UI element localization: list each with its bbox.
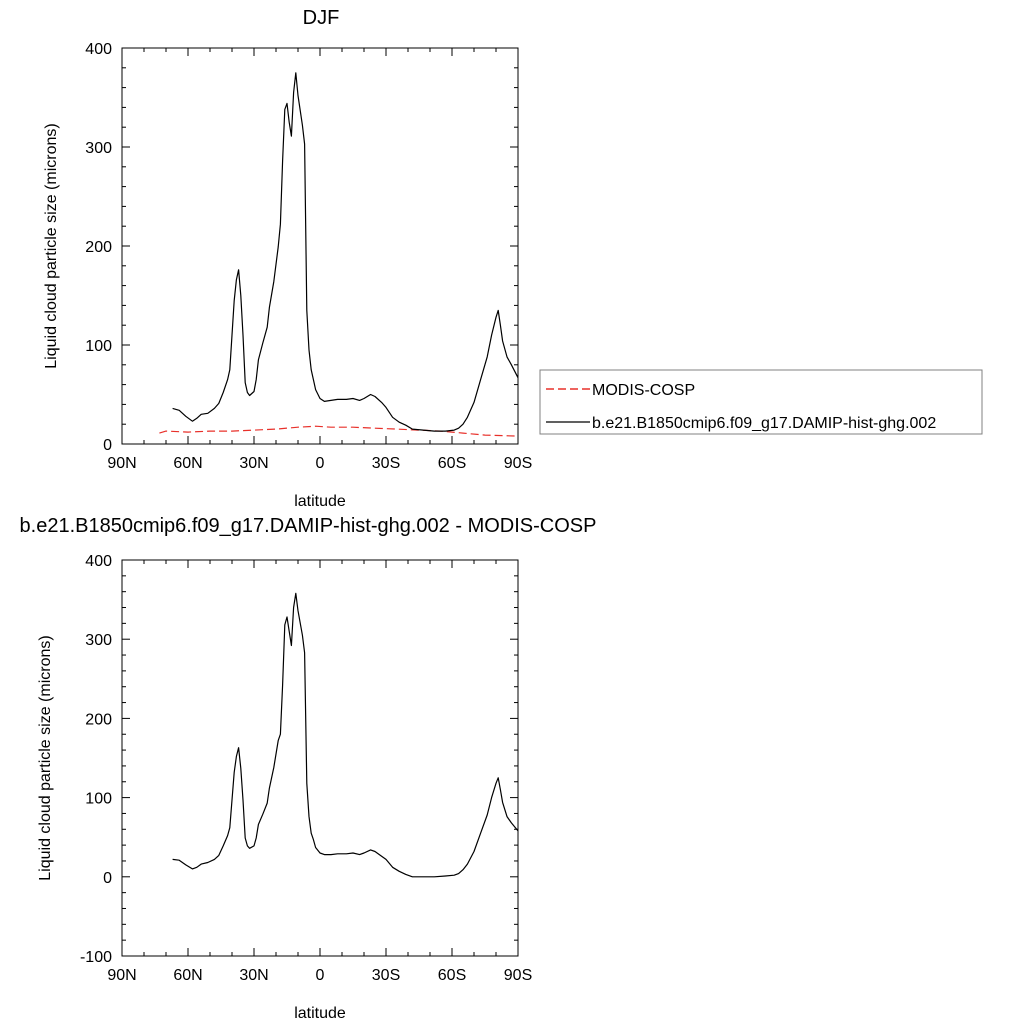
- legend-entry-model: b.e21.B1850cmip6.f09_g17.DAMIP-hist-ghg.…: [592, 415, 936, 432]
- series-line-model: [172, 72, 519, 432]
- y-tick-label: 0: [103, 437, 112, 454]
- x-axis-label: latitude: [294, 1005, 346, 1022]
- x-tick-label: 30N: [239, 967, 268, 984]
- y-tick-label: 400: [85, 41, 112, 58]
- x-axis-label: latitude: [294, 493, 346, 510]
- legend-box: [539, 369, 983, 435]
- x-tick-label: 0: [316, 967, 325, 984]
- x-tick-label: 60S: [438, 455, 466, 472]
- panel-title: DJF: [303, 7, 340, 29]
- x-tick-label: 90N: [107, 967, 136, 984]
- panel-title: b.e21.B1850cmip6.f09_g17.DAMIP-hist-ghg.…: [20, 515, 597, 537]
- y-tick-label: 100: [85, 338, 112, 355]
- y-tick-label: 400: [85, 553, 112, 570]
- x-tick-label: 60S: [438, 967, 466, 984]
- x-tick-label: 90S: [504, 455, 532, 472]
- y-axis-label: Liquid cloud particle size (microns): [43, 123, 60, 368]
- panel-difference: b.e21.B1850cmip6.f09_g17.DAMIP-hist-ghg.…: [20, 515, 597, 1022]
- y-tick-label: 300: [85, 632, 112, 649]
- legend-entry-modis: MODIS-COSP: [592, 382, 695, 399]
- series-line-modis: [159, 425, 519, 437]
- x-tick-label: 30S: [372, 455, 400, 472]
- y-tick-label: 200: [85, 711, 112, 728]
- y-axis-label: Liquid cloud particle size (microns): [37, 635, 54, 880]
- y-tick-label: 300: [85, 140, 112, 157]
- series-line-model: [172, 592, 519, 878]
- x-tick-label: 60N: [173, 455, 202, 472]
- x-tick-label: 60N: [173, 967, 202, 984]
- y-tick-label: 0: [103, 870, 112, 887]
- plot-frame: [121, 559, 519, 957]
- panel-djf: DJF 90N 60N 30N 0 30S 60S 90S 0 100 200 300 400 lat…: [43, 7, 532, 510]
- x-tick-label: 30S: [372, 967, 400, 984]
- y-tick-label: 100: [85, 791, 112, 808]
- x-tick-label: 90N: [107, 455, 136, 472]
- x-tick-label: 30N: [239, 455, 268, 472]
- legend: MODIS-COSP b.e21.B1850cmip6.f09_g17.DAMI…: [539, 369, 983, 435]
- x-tick-label: 90S: [504, 967, 532, 984]
- plot-frame: [121, 47, 519, 445]
- x-tick-label: 0: [316, 455, 325, 472]
- y-tick-label: 200: [85, 239, 112, 256]
- y-tick-label: -100: [80, 949, 112, 966]
